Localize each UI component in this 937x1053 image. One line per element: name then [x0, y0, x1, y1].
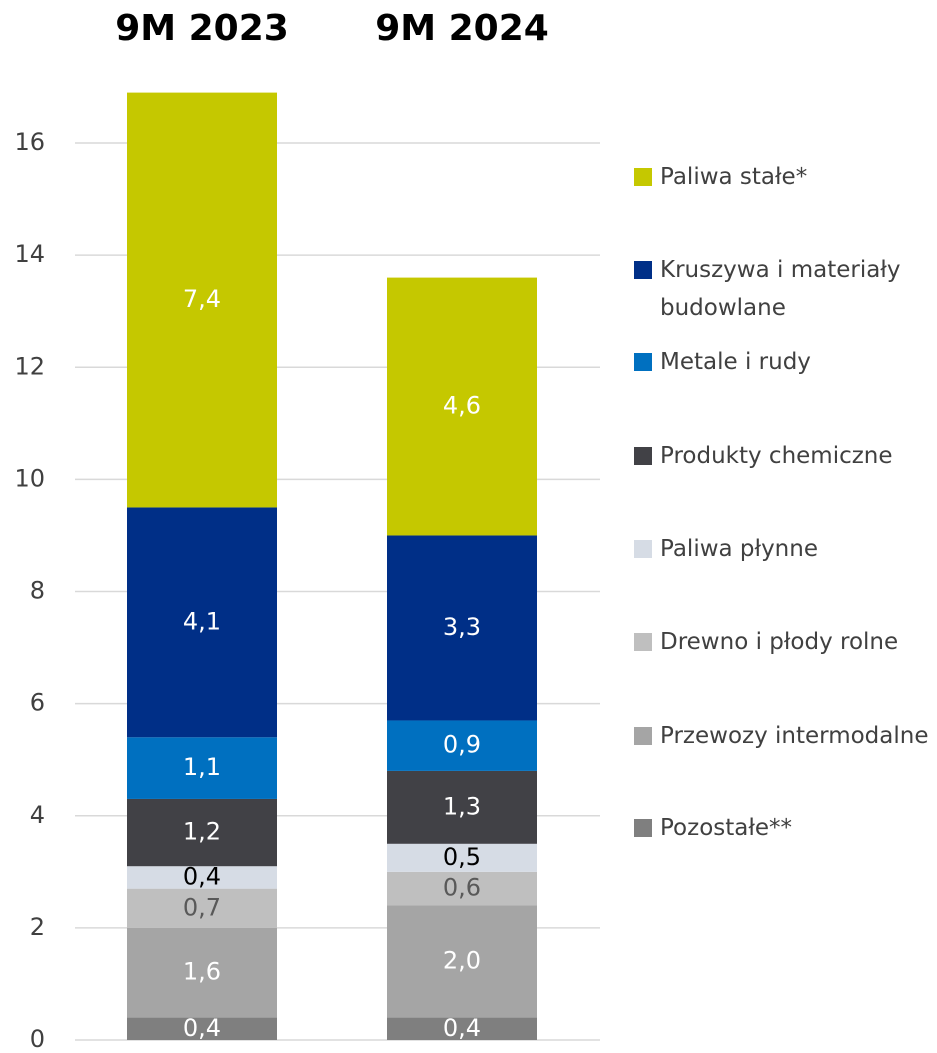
legend-label: Metale i rudy: [660, 349, 811, 375]
bar-segment: [387, 720, 537, 771]
legend-label: Paliwa stałe*: [660, 164, 808, 190]
data-label: 0,7: [183, 893, 221, 921]
legend-label: Produkty chemiczne: [660, 443, 893, 469]
data-label: 7,4: [183, 285, 221, 313]
data-label: 1,6: [183, 958, 221, 986]
data-label: 1,1: [183, 753, 221, 781]
bar-segment: [127, 507, 277, 738]
bar-segment: [127, 737, 277, 799]
y-tick-label: 2: [30, 913, 45, 941]
y-tick-label: 4: [30, 801, 45, 829]
y-tick-label: 14: [14, 240, 45, 268]
bar-segment: [387, 535, 537, 721]
data-label: 4,1: [183, 607, 221, 635]
y-tick-label: 0: [30, 1025, 45, 1053]
legend-swatch: [634, 261, 652, 279]
y-tick-label: 6: [30, 689, 45, 717]
legend-swatch: [634, 168, 652, 186]
legend-label: Kruszywa i materiały budowlane: [660, 257, 901, 321]
bar-segment: [387, 770, 537, 844]
y-tick-label: 12: [14, 352, 45, 380]
y-tick-label: 16: [14, 128, 45, 156]
bar-segment: [127, 927, 277, 1018]
legend-swatch: [634, 633, 652, 651]
bar-segment: [387, 277, 537, 536]
legend-label: Pozostałe**: [660, 815, 793, 841]
legend-item: Przewozy intermodalne: [634, 717, 930, 755]
bar-segment: [387, 905, 537, 1018]
data-label: 0,4: [443, 1014, 481, 1042]
data-label: 2,0: [443, 947, 481, 975]
legend-label: Przewozy intermodalne: [660, 723, 929, 749]
legend-item: Paliwa płynne: [634, 530, 818, 568]
legend-item: Drewno i płody rolne: [634, 623, 898, 661]
data-label: 4,6: [443, 392, 481, 420]
legend-item: Paliwa stałe*: [634, 158, 807, 196]
data-label: 0,4: [183, 862, 221, 890]
data-label: 1,3: [443, 792, 481, 820]
bar-segment: [127, 888, 277, 928]
bar-segment: [127, 798, 277, 867]
legend-item: Produkty chemiczne: [634, 437, 893, 475]
data-label: 0,5: [443, 843, 481, 871]
legend-swatch: [634, 447, 652, 465]
data-label: 0,6: [443, 874, 481, 902]
category-label: 9M 2024: [375, 8, 549, 49]
category-label: 9M 2023: [115, 8, 289, 49]
legend-swatch: [634, 819, 652, 837]
legend-swatch: [634, 727, 652, 745]
data-label: 1,2: [183, 818, 221, 846]
bar-segment: [387, 871, 537, 906]
legend-item: Pozostałe**: [634, 809, 792, 847]
bar-segment: [127, 866, 277, 889]
legend-item: Kruszywa i materiały budowlane: [634, 251, 930, 327]
legend-label: Drewno i płody rolne: [660, 629, 899, 655]
legend-label: Paliwa płynne: [660, 536, 818, 562]
legend-item: Metale i rudy: [634, 343, 811, 381]
bar-segment: [387, 1017, 537, 1040]
data-label: 0,4: [183, 1014, 221, 1042]
legend-swatch: [634, 540, 652, 558]
bar-segment: [127, 92, 277, 508]
legend-swatch: [634, 353, 652, 371]
data-label: 0,9: [443, 731, 481, 759]
y-tick-label: 10: [14, 464, 45, 492]
bar-segment: [127, 1017, 277, 1040]
bar-segment: [387, 843, 537, 872]
y-tick-label: 8: [30, 577, 45, 605]
data-label: 3,3: [443, 613, 481, 641]
